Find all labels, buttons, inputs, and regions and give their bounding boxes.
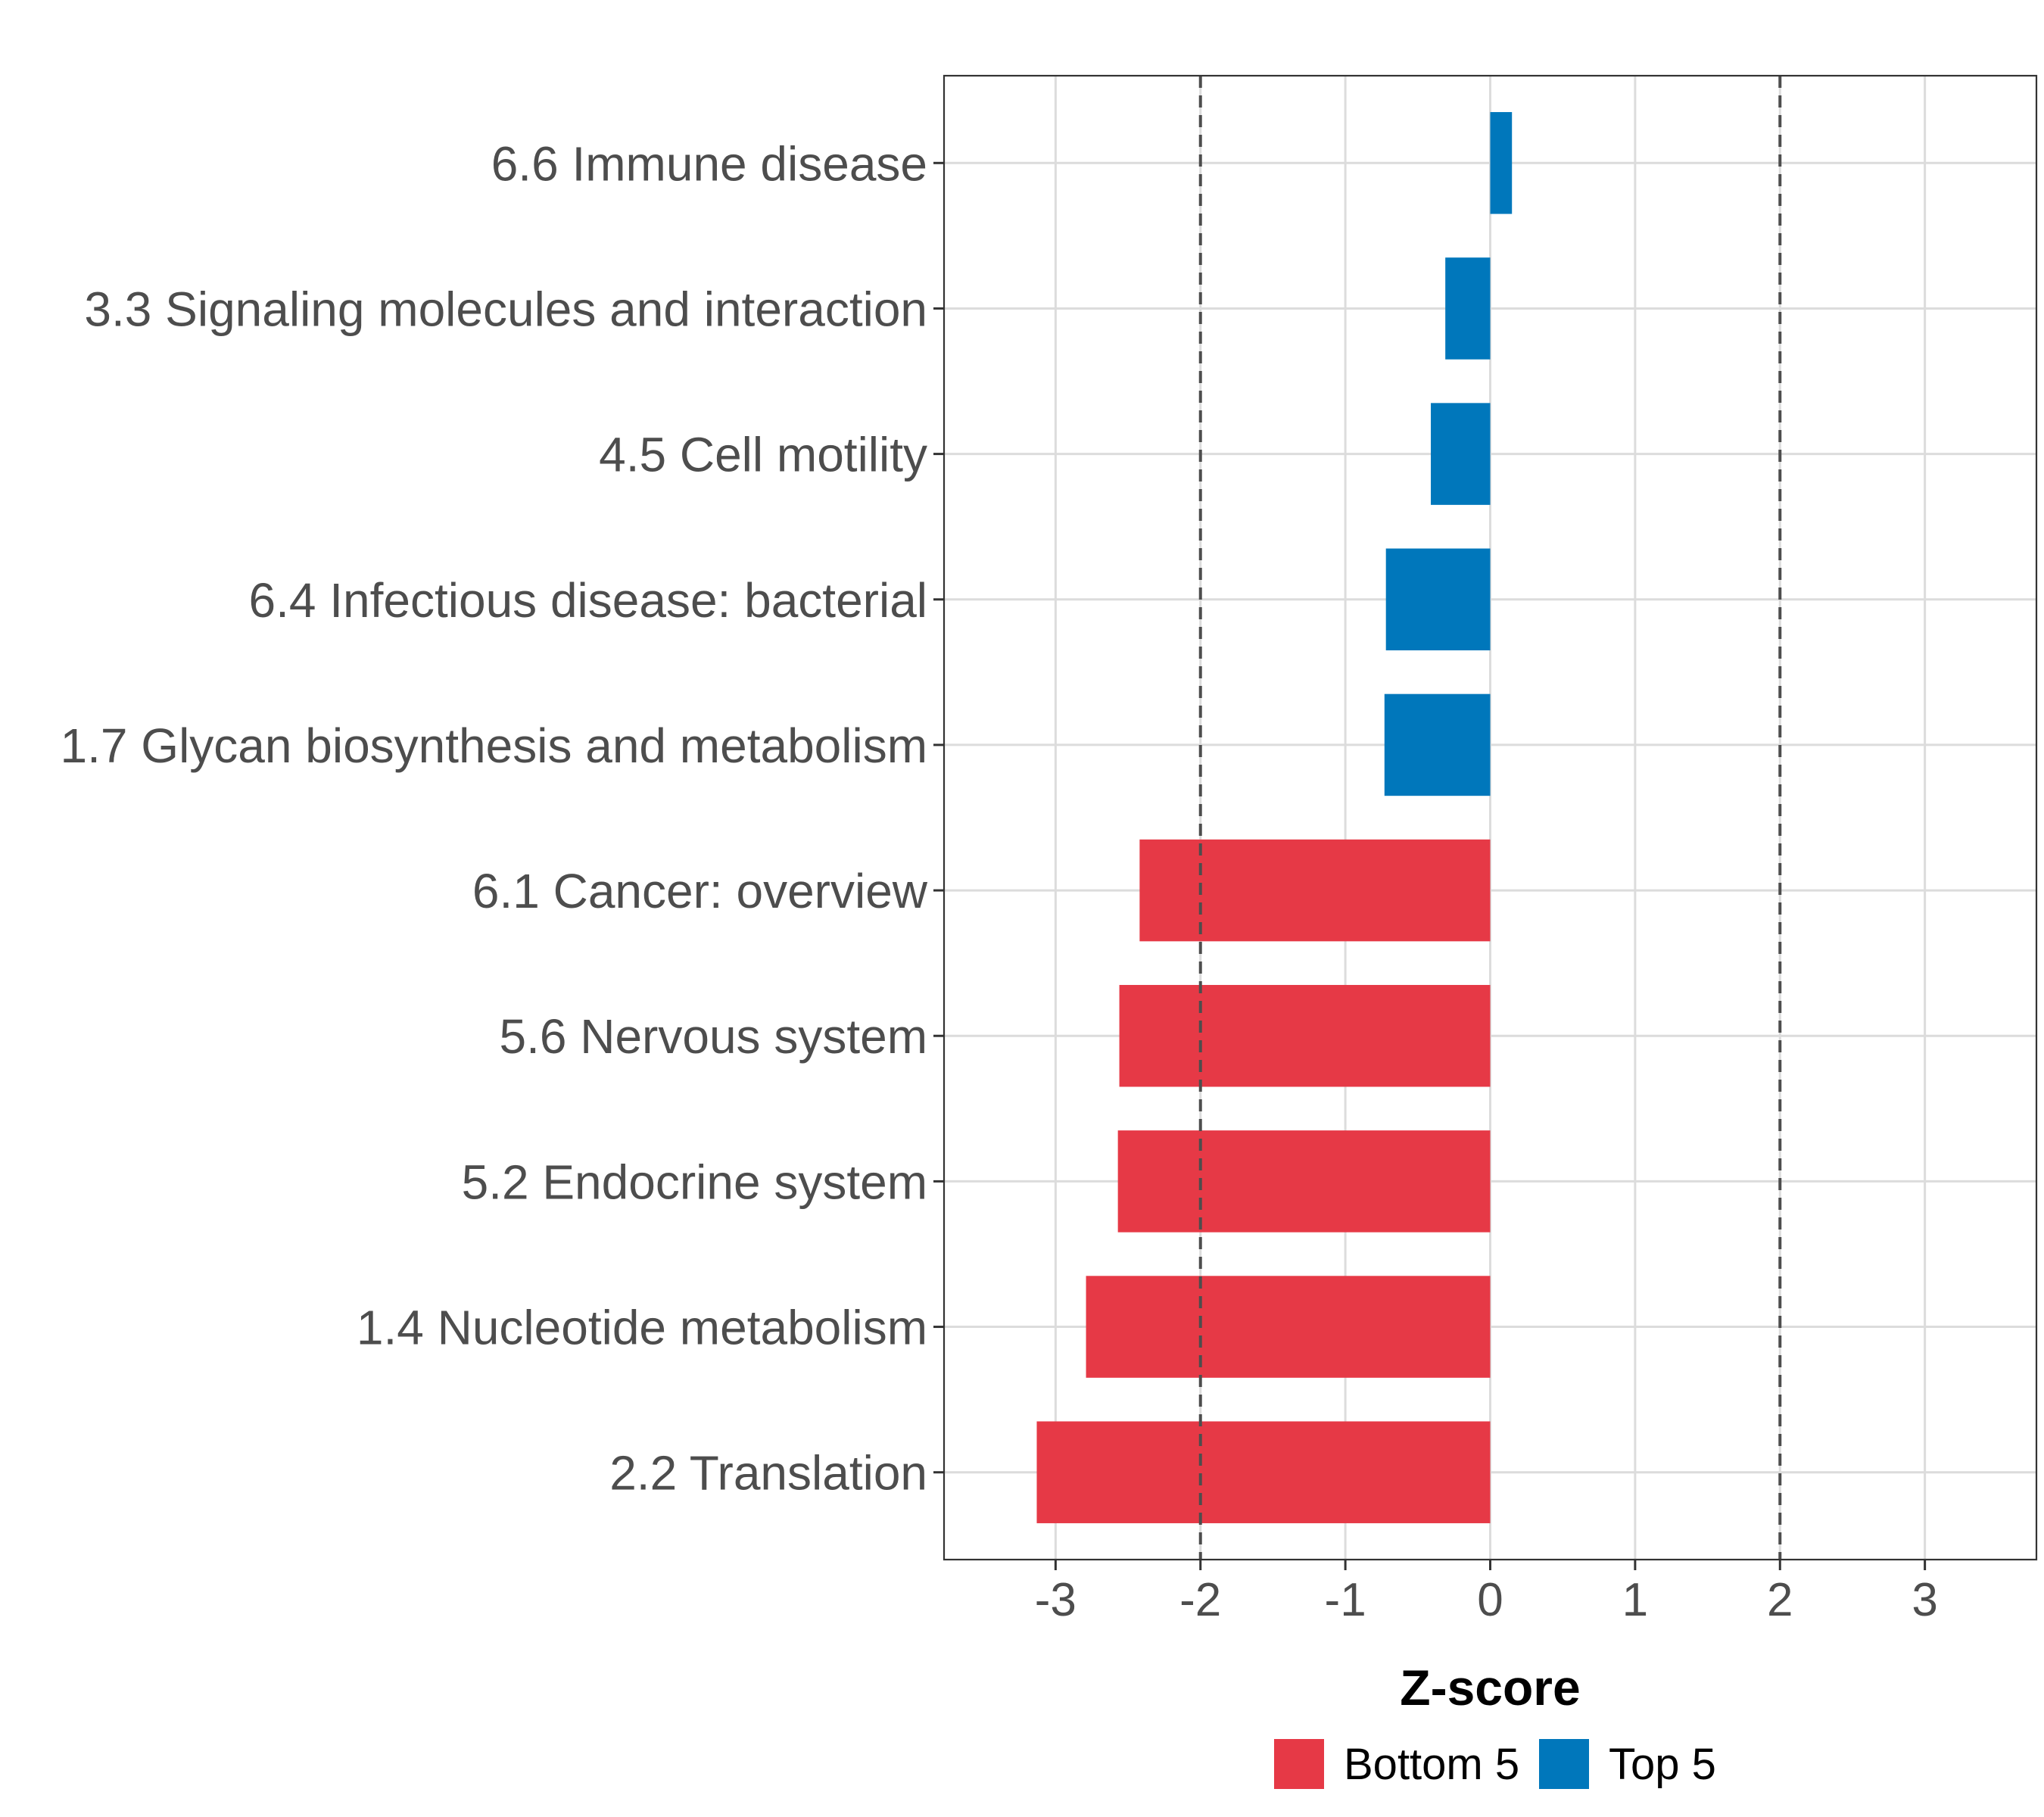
reference-lines — [1198, 76, 1782, 1560]
category-label: 6.4 Infectious disease: bacterial — [248, 573, 927, 628]
bars — [1036, 112, 1513, 1523]
category-label: 5.2 Endocrine system — [462, 1155, 927, 1209]
bar — [1119, 984, 1491, 1087]
bar — [1384, 693, 1491, 796]
x-tick-label: 0 — [1477, 1574, 1503, 1626]
category-label: 1.4 Nucleotide metabolism — [357, 1301, 927, 1355]
category-label: 5.6 Nervous system — [499, 1009, 927, 1064]
category-label: 4.5 Cell motility — [599, 428, 927, 482]
bar — [1117, 1130, 1491, 1233]
bar — [1490, 112, 1513, 214]
bar — [1431, 403, 1491, 505]
legend-label: Bottom 5 — [1344, 1740, 1519, 1789]
category-label: 6.1 Cancer: overview — [472, 864, 928, 918]
category-label: 6.6 Immune disease — [491, 136, 927, 191]
legend: Bottom 5 Top 5 — [1274, 1739, 1716, 1789]
bar — [1086, 1276, 1491, 1378]
x-tick-label: -1 — [1325, 1574, 1366, 1626]
x-tick-label: -3 — [1035, 1574, 1077, 1626]
category-label: 3.3 Signaling molecules and interaction — [84, 282, 927, 336]
x-tick-label: 3 — [1912, 1574, 1937, 1626]
bar — [1036, 1421, 1491, 1523]
x-tick-label: 2 — [1767, 1574, 1793, 1626]
x-axis-title: Z-score — [1400, 1660, 1580, 1716]
legend-swatch — [1539, 1739, 1589, 1789]
x-tick-label: 1 — [1622, 1574, 1648, 1626]
category-label: 1.7 Glycan biosynthesis and metabolism — [61, 718, 927, 773]
x-tick-label: -2 — [1179, 1574, 1221, 1626]
category-label: 2.2 Translation — [609, 1446, 927, 1501]
bar — [1139, 839, 1491, 942]
x-axis: -3 -2 -1 0 1 2 3 — [1035, 1560, 1938, 1626]
bar — [1385, 548, 1491, 651]
legend-swatch — [1274, 1739, 1324, 1789]
legend-label: Top 5 — [1609, 1740, 1716, 1789]
y-axis: 6.6 Immune disease 3.3 Signaling molecule… — [61, 136, 944, 1501]
bar — [1445, 257, 1491, 360]
